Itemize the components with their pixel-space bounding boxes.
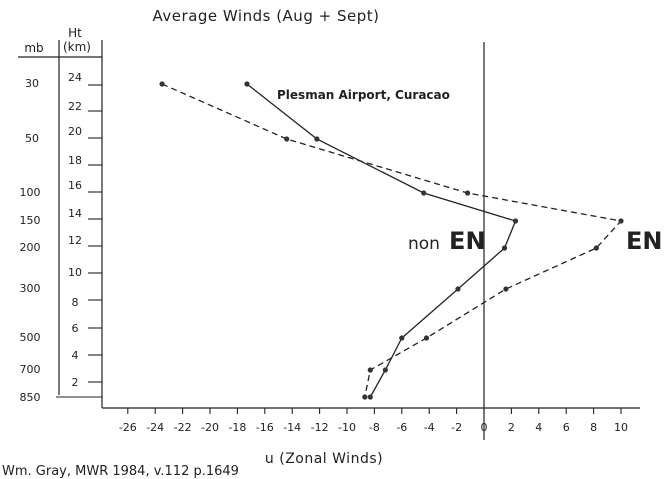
height-tick-label: 10 <box>68 266 82 279</box>
height-axis-label-line2: (km) <box>63 40 91 54</box>
height-tick-marks <box>56 84 102 398</box>
pressure-axis-label: mb <box>24 41 43 55</box>
pressure-tick-label: 700 <box>20 363 41 376</box>
non-en-data-point <box>314 136 320 142</box>
en-data-point <box>159 81 165 87</box>
height-tick-label: 2 <box>72 376 79 389</box>
x-tick-label: 10 <box>614 421 628 434</box>
height-tick-label: 12 <box>68 234 82 247</box>
height-tick-label: 24 <box>68 71 82 84</box>
height-tick-label: 6 <box>72 322 79 335</box>
x-axis-ticks: -26 -24 -22 -20 -18 -16 -14 -12 -10 -8 -6 -4 -2 0 2 4 6 8… <box>119 408 628 434</box>
non-en-data-point <box>367 394 373 400</box>
en-series-line <box>161 83 623 398</box>
en-series-label: EN <box>626 227 662 255</box>
x-tick-label: -8 <box>369 421 380 434</box>
height-tick-label: 14 <box>68 207 82 220</box>
x-tick-label: -4 <box>424 421 435 434</box>
height-tick-label: 4 <box>72 349 79 362</box>
x-tick-label: -26 <box>119 421 137 434</box>
x-tick-label: -16 <box>256 421 274 434</box>
x-tick-label: -24 <box>146 421 164 434</box>
pressure-tick-label: 300 <box>20 282 41 295</box>
x-tick-label: 0 <box>481 421 488 434</box>
non-en-data-point <box>421 190 427 196</box>
en-data-point <box>362 394 368 400</box>
height-tick-label: 8 <box>72 296 79 309</box>
pressure-tick-label: 200 <box>20 241 41 254</box>
pressure-tick-label: 50 <box>25 132 39 145</box>
en-data-point <box>593 245 599 251</box>
height-axis-frame <box>18 40 640 440</box>
x-tick-label: -20 <box>201 421 219 434</box>
en-data-point <box>618 218 624 224</box>
non-en-series-label: non EN <box>408 227 486 255</box>
non-en-data-point <box>399 335 405 341</box>
height-tick-label: 20 <box>68 125 82 138</box>
site-label: Plesman Airport, Curacao <box>277 88 450 102</box>
non-en-label-prefix: non <box>408 234 440 254</box>
pressure-tick-labels: 30 50 100 150 200 300 500 700 850 <box>20 77 41 404</box>
x-tick-label: -18 <box>228 421 246 434</box>
non-en-data-point <box>244 81 250 87</box>
series-layer <box>159 81 624 400</box>
non-en-data-point <box>512 218 519 224</box>
x-tick-label: 6 <box>563 421 570 434</box>
en-data-point <box>464 190 471 196</box>
x-tick-label: -2 <box>451 421 462 434</box>
height-tick-label: 16 <box>68 179 82 192</box>
pressure-tick-label: 30 <box>25 77 39 90</box>
x-tick-label: -14 <box>283 421 301 434</box>
height-tick-label: 18 <box>68 154 82 167</box>
non-en-data-point <box>382 367 388 373</box>
x-tick-label: 2 <box>508 421 515 434</box>
height-axis-label-line1: Ht <box>68 26 82 40</box>
x-tick-label: -22 <box>174 421 192 434</box>
non-en-label-main: EN <box>449 227 485 255</box>
x-tick-label: -12 <box>311 421 329 434</box>
en-data-point <box>503 286 509 292</box>
height-tick-labels: 24 22 20 18 16 14 12 10 8 6 4 2 <box>68 71 82 389</box>
en-data-point <box>284 136 290 142</box>
height-tick-label: 22 <box>68 100 82 113</box>
x-tick-label: -10 <box>338 421 356 434</box>
en-data-point <box>367 367 373 373</box>
x-tick-label: 8 <box>590 421 597 434</box>
pressure-tick-label: 500 <box>20 331 41 344</box>
x-axis-label: u (Zonal Winds) <box>265 451 383 467</box>
chart-title: Average Winds (Aug + Sept) <box>153 7 380 25</box>
pressure-tick-label: 100 <box>20 186 41 199</box>
x-tick-label: -6 <box>396 421 407 434</box>
non-en-data-point <box>455 286 461 292</box>
en-data-point <box>423 335 430 341</box>
pressure-tick-label: 150 <box>20 214 41 227</box>
pressure-tick-label: 850 <box>20 391 41 404</box>
x-tick-label: 4 <box>535 421 542 434</box>
source-credit: Wm. Gray, MWR 1984, v.112 p.1649 <box>2 464 239 479</box>
non-en-data-point <box>501 245 508 251</box>
